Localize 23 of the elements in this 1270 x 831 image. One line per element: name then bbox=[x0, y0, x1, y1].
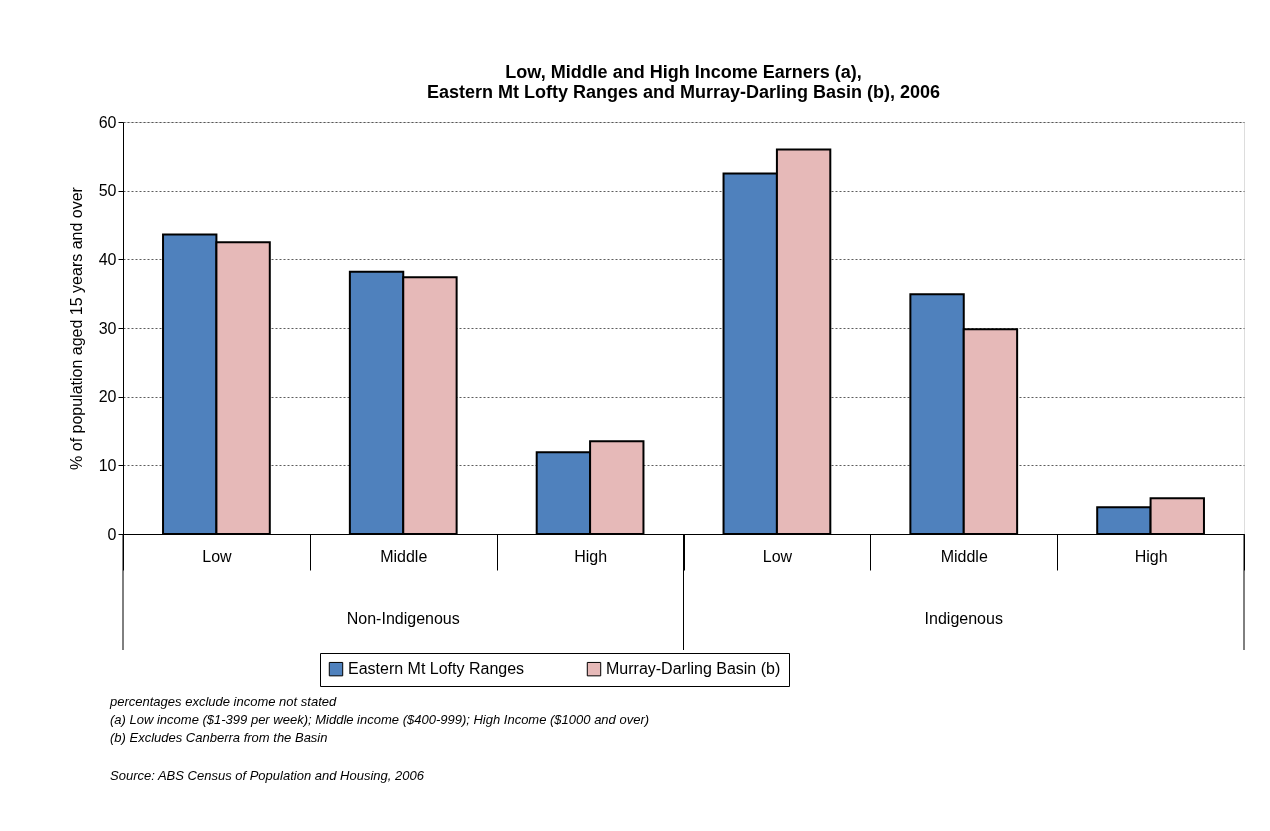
y-tick-label: 30 bbox=[98, 319, 117, 337]
y-axis-title: % of population aged 15 years and over bbox=[67, 186, 85, 470]
y-tick-label: 60 bbox=[98, 113, 117, 131]
x-tick-label: High bbox=[1134, 547, 1168, 565]
text: percentages exclude income not stated bbox=[109, 694, 337, 709]
y-tick-label: 20 bbox=[98, 388, 117, 406]
text: (b) Excludes Canberra from the Basin bbox=[110, 730, 328, 745]
x-tick-label: Middle bbox=[940, 547, 988, 565]
source-note: Source: ABS Census of Population and Housing, 2006 bbox=[110, 768, 425, 783]
x-tick-label: High bbox=[574, 547, 608, 565]
y-tick-label: 40 bbox=[98, 250, 117, 268]
legend-label: Murray-Darling Basin (b) bbox=[606, 660, 781, 678]
x-tick-label: Middle bbox=[380, 547, 428, 565]
y-tick-label: 10 bbox=[98, 456, 117, 474]
x-tick-label: Low bbox=[762, 547, 793, 565]
text: Non-Indigenous bbox=[346, 610, 460, 627]
legend-label: Eastern Mt Lofty Ranges bbox=[348, 660, 525, 678]
text: Indigenous bbox=[924, 610, 1003, 627]
y-tick-label: 0 bbox=[107, 525, 117, 543]
y-tick-label: 50 bbox=[98, 182, 117, 200]
x-tick-label: Low bbox=[202, 547, 233, 565]
text: (a) Low income ($1-399 per week); Middle income ($400-999); High Income ($1000 and over) bbox=[110, 712, 650, 727]
chart-title: Low, Middle and High Income Earners (a), Eastern Mt Lofty Ranges and Murray-Darling Basin (b), 2006 bbox=[426, 62, 941, 102]
